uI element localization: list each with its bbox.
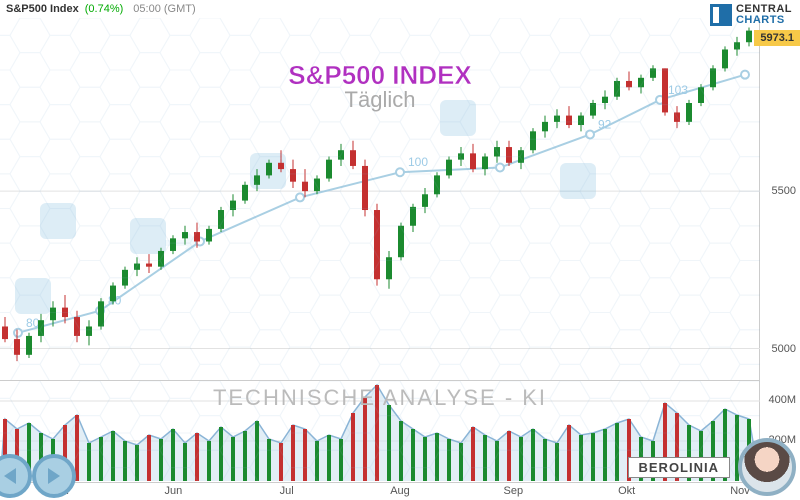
price-chart[interactable]: 808010092103 S&P500 INDEX Täglich: [0, 18, 760, 380]
price-y-axis: 5000 5500: [760, 18, 800, 380]
y-tick: 5000: [772, 343, 796, 355]
x-tick: Sep: [504, 485, 524, 497]
chevron-left-icon: [4, 468, 16, 484]
chart-header: S&P500 Index (0.74%) 05:00 (GMT): [0, 0, 800, 18]
chevron-right-icon: [48, 468, 60, 484]
last-price-tag: 5973.1: [754, 30, 800, 46]
x-tick: Okt: [618, 485, 635, 497]
instrument-name: S&P500 Index: [6, 3, 79, 15]
presenter-avatar-icon: [738, 438, 796, 496]
timestamp: 05:00 (GMT): [133, 3, 195, 15]
x-tick: Jul: [280, 485, 294, 497]
change-pct: (0.74%): [85, 3, 124, 15]
x-tick: Jun: [164, 485, 182, 497]
x-axis: MaiJunJulAugSepOktNov: [0, 482, 760, 500]
attribution-badge: BEROLINIA: [628, 457, 731, 478]
brand-text: CENTRAL CHARTS: [736, 4, 792, 26]
brand-line2: CHARTS: [736, 15, 792, 26]
vol-y-tick: 400M: [768, 394, 796, 406]
hex-background: [0, 18, 760, 380]
brand-logo: CENTRAL CHARTS: [710, 4, 792, 26]
next-button[interactable]: [32, 454, 76, 498]
chart-root: S&P500 Index (0.74%) 05:00 (GMT) CENTRAL…: [0, 0, 800, 500]
brand-mark-icon: [710, 4, 732, 26]
x-tick: Aug: [390, 485, 410, 497]
y-tick: 5500: [772, 185, 796, 197]
